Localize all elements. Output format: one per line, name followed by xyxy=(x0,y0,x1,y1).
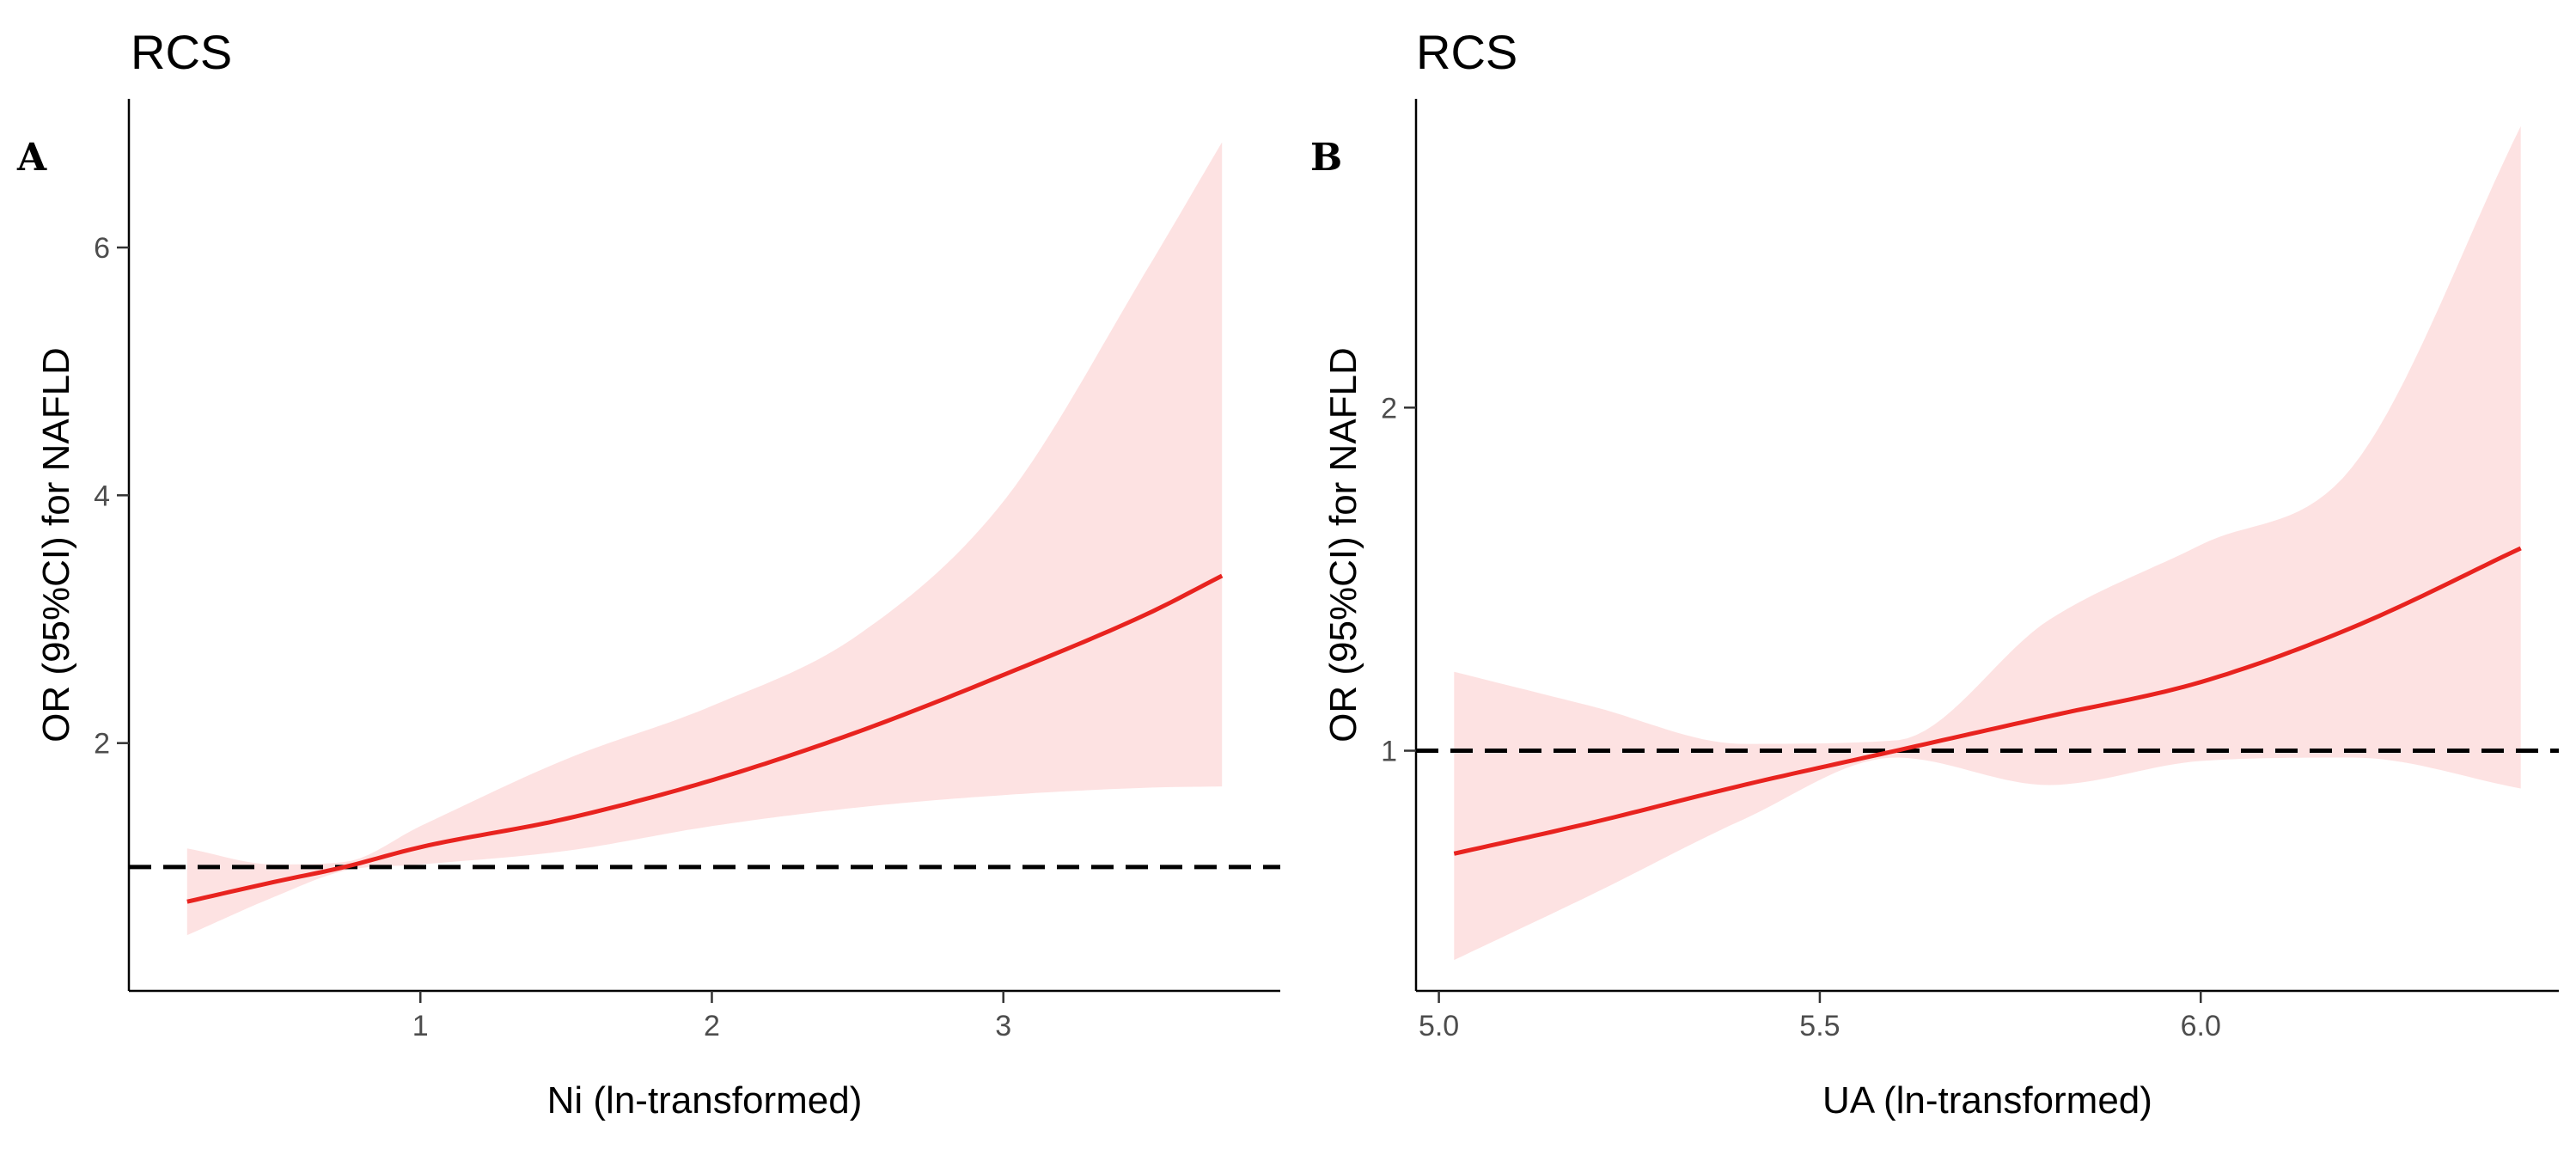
panel-a-y-tick-label: 2 xyxy=(94,728,110,761)
panel-b-x-axis-label: UA (ln-transformed) xyxy=(1822,1079,2152,1121)
panel-b-x-tick-label: 6.0 xyxy=(2181,1010,2221,1042)
panel-b-or-curve xyxy=(1453,546,2522,856)
panel-a-letter: A xyxy=(16,136,47,180)
panel-a-x-tick-label: 3 xyxy=(995,1010,1011,1042)
panel-a-y-axis-label: OR (95%CI) for NAFLD xyxy=(35,347,77,743)
panel-b-ci-band xyxy=(1454,125,2521,961)
panel-a-x-tick-label: 1 xyxy=(412,1010,429,1042)
panel-a-x-axis-label: Ni (ln-transformed) xyxy=(547,1079,863,1121)
panel-b-letter: B xyxy=(1310,136,1342,180)
panel-a-y-tick-label: 6 xyxy=(94,232,110,265)
panel-b-y-axis-label: OR (95%CI) for NAFLD xyxy=(1322,347,1364,743)
panel-a-or-curve xyxy=(186,573,1224,904)
panel-a-ci-band xyxy=(186,142,1223,936)
panel-b-title: RCS xyxy=(1416,25,1517,79)
panel-b-x-tick-label: 5.5 xyxy=(1799,1010,1840,1042)
panel-b-y-tick-label: 1 xyxy=(1381,736,1397,768)
panel-a-title: RCS xyxy=(131,25,232,79)
panel-b-y-tick-label: 2 xyxy=(1381,392,1397,425)
panel-a-y-tick-label: 4 xyxy=(94,480,110,512)
panel-b-x-tick-label: 5.0 xyxy=(1419,1010,1459,1042)
panel-a-x-tick-label: 2 xyxy=(704,1010,720,1042)
